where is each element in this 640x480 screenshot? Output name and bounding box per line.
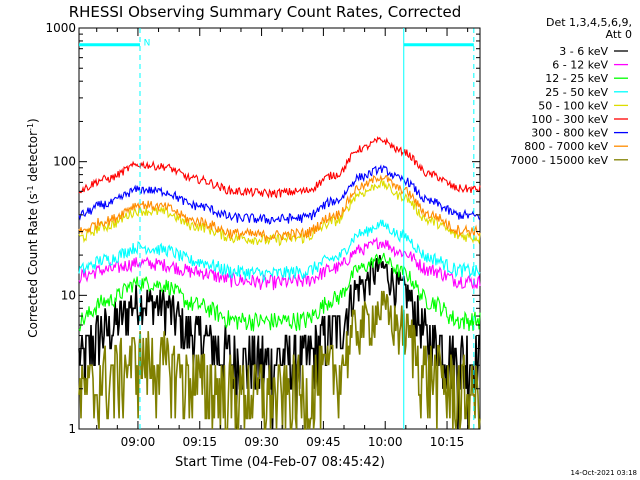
series-6-12-kev	[78, 236, 481, 291]
series-line	[78, 219, 481, 283]
series-line	[78, 174, 481, 242]
series-7000-15000-kev	[78, 290, 481, 430]
x-tick-label: 09:45	[306, 435, 341, 449]
night-bar-label: N	[144, 39, 151, 49]
legend-label: 800 - 7000 keV	[524, 140, 608, 153]
x-tick-label: 09:00	[121, 435, 156, 449]
series-line	[78, 254, 480, 430]
legend-entry: 7000 - 15000 keV	[510, 154, 628, 167]
legend-label: 100 - 300 keV	[531, 113, 608, 126]
series-50-100-kev	[78, 178, 481, 247]
legend-label: 300 - 800 keV	[531, 127, 608, 140]
y-axis-label-part2: detector	[26, 131, 40, 186]
legend-header-line1: Det 1,3,4,5,6,9,	[546, 16, 632, 29]
x-tick-label: 09:15	[182, 435, 217, 449]
plot-area	[78, 27, 481, 430]
legend-entry: 3 - 6 keV	[559, 45, 628, 58]
legend-entry: 6 - 12 keV	[552, 59, 628, 72]
legend-entry: 50 - 100 keV	[538, 99, 628, 112]
legend-label: 12 - 25 keV	[545, 72, 608, 85]
chart-title: RHESSI Observing Summary Count Rates, Co…	[69, 3, 462, 21]
series-line	[78, 290, 481, 430]
axis-layer: 1 10 100 1000 09:00 09:15 09:30 09:45 10:00 10:15	[45, 21, 480, 449]
series-300-800-kev	[78, 164, 481, 225]
y-axis-label-part3: )	[26, 118, 40, 123]
series-3-6-kev	[78, 254, 480, 430]
legend-entry: 12 - 25 keV	[545, 72, 628, 85]
legend-label: 6 - 12 keV	[552, 59, 608, 72]
series-line	[78, 252, 481, 332]
series-25-50-kev	[78, 219, 481, 283]
legend-entry: 100 - 300 keV	[531, 113, 628, 126]
series-line	[78, 164, 481, 225]
y-tick-label: 100	[53, 155, 76, 169]
series-800-7000-kev	[78, 174, 481, 242]
x-tick-label: 10:00	[368, 435, 403, 449]
legend-label: 7000 - 15000 keV	[510, 154, 608, 167]
footer-timestamp: 14-Oct-2021 03:18	[571, 469, 637, 477]
legend-entry: 800 - 7000 keV	[524, 140, 628, 153]
legend-entry: 300 - 800 keV	[531, 127, 628, 140]
y-axis-label-part1: Corrected Count Rate (s	[26, 193, 40, 337]
series-line	[78, 236, 481, 291]
y-tick-label: 1000	[45, 21, 76, 35]
y-axis-label-sup1: -1	[26, 185, 35, 193]
legend-label: 3 - 6 keV	[559, 45, 608, 58]
x-tick-label: 09:30	[244, 435, 279, 449]
series-layer	[78, 136, 481, 430]
y-tick-label: 1	[68, 422, 76, 436]
y-tick-label: 10	[61, 288, 76, 302]
y-axis-label: Corrected Count Rate (s-1 detector-1)	[26, 118, 41, 337]
legend-label: 50 - 100 keV	[538, 99, 608, 112]
x-axis-label: Start Time (04-Feb-07 08:45:42)	[175, 455, 385, 470]
series-line	[78, 178, 481, 247]
legend-entry: 25 - 50 keV	[545, 86, 628, 99]
legend-header-line2: Att 0	[606, 28, 632, 41]
series-100-300-kev	[78, 136, 481, 199]
annotation-layer: N	[79, 28, 475, 429]
legend-label: 25 - 50 keV	[545, 86, 608, 99]
y-axis-label-sup2: -1	[26, 123, 35, 131]
plot-frame	[78, 27, 481, 430]
series-12-25-kev	[78, 252, 481, 332]
series-line	[78, 136, 481, 199]
x-tick-label: 10:15	[430, 435, 465, 449]
